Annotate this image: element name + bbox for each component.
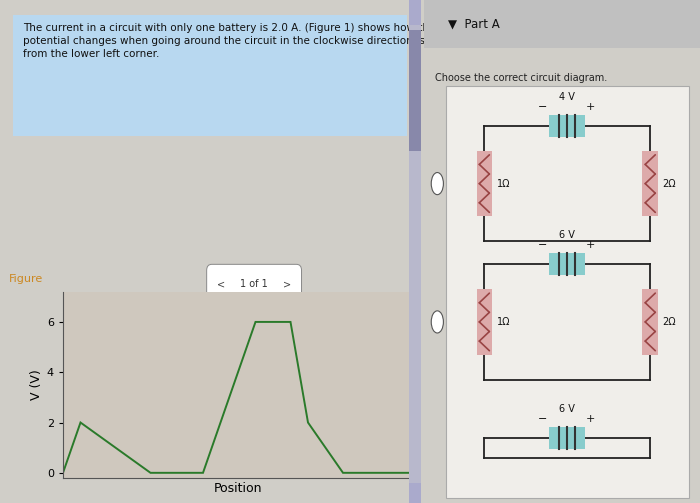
Bar	[13, 15, 407, 136]
Text: Choose the correct circuit diagram.: Choose the correct circuit diagram.	[435, 73, 607, 83]
Text: 1Ω: 1Ω	[497, 317, 510, 327]
Text: 6 V: 6 V	[559, 230, 575, 240]
Text: 1Ω: 1Ω	[497, 179, 510, 189]
Bar	[477, 151, 492, 216]
Text: <: <	[217, 279, 225, 289]
Text: +: +	[585, 240, 595, 250]
Circle shape	[431, 173, 443, 195]
Bar	[477, 289, 492, 355]
Circle shape	[431, 311, 443, 333]
Bar	[409, 483, 421, 503]
Y-axis label: V (V): V (V)	[29, 369, 43, 400]
Bar	[424, 0, 700, 48]
Text: −: −	[538, 414, 547, 424]
Text: −: −	[538, 240, 547, 250]
Bar	[643, 289, 658, 355]
X-axis label: Position: Position	[214, 482, 262, 495]
Bar	[550, 115, 585, 137]
Bar	[409, 30, 421, 151]
FancyBboxPatch shape	[206, 265, 302, 304]
Text: ▼  Part A: ▼ Part A	[449, 18, 500, 30]
Bar	[643, 151, 658, 216]
Text: 1 of 1: 1 of 1	[240, 279, 268, 289]
Text: 4 V: 4 V	[559, 92, 575, 102]
Text: 6 V: 6 V	[559, 404, 575, 414]
Text: The current in a circuit with only one battery is 2.0 A. (Figure 1) shows how th: The current in a circuit with only one b…	[23, 23, 461, 59]
Text: Figure: Figure	[8, 274, 43, 284]
Text: +: +	[585, 414, 595, 424]
Text: 2Ω: 2Ω	[663, 317, 676, 327]
Text: −: −	[538, 102, 547, 112]
Bar	[550, 253, 585, 275]
Text: >: >	[284, 279, 291, 289]
Bar	[409, 0, 421, 503]
Bar	[409, 0, 421, 25]
Bar	[446, 86, 689, 498]
Text: 2Ω: 2Ω	[663, 179, 676, 189]
Bar	[550, 427, 585, 449]
Text: +: +	[585, 102, 595, 112]
